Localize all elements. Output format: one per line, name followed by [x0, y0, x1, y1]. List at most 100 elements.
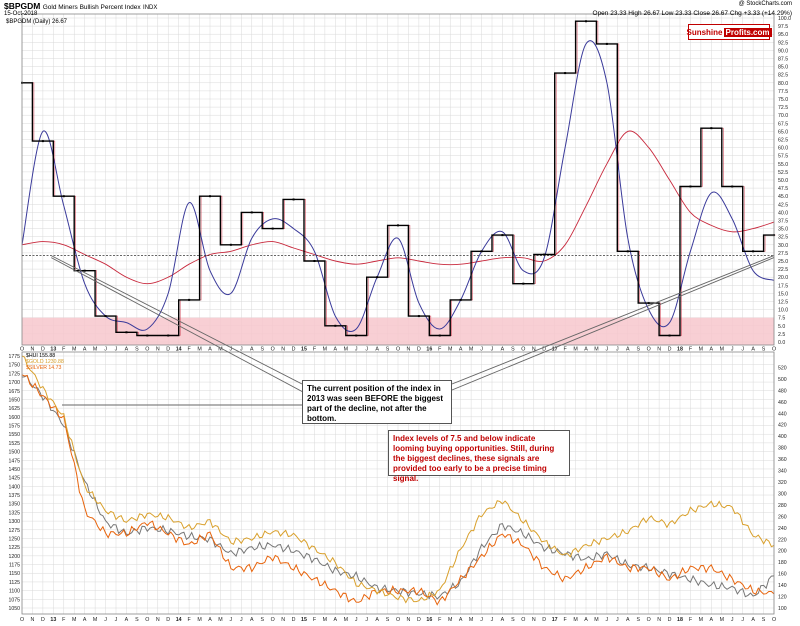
top-x-tick-label: 16	[426, 347, 432, 353]
top-x-tick-label: M	[448, 347, 452, 353]
arrow-current-line	[451, 257, 775, 391]
bullish-percent-point	[355, 334, 358, 337]
bullish-percent-point	[459, 298, 462, 301]
bottom-right-tick-label: 160	[778, 572, 787, 578]
top-y-tick-label: 35.0	[778, 227, 788, 233]
top-x-tick-label: A	[208, 347, 212, 353]
bottom-x-tick-label: D	[292, 617, 296, 623]
bullish-percent-point	[62, 195, 65, 198]
top-x-tick-label: O	[145, 347, 149, 353]
bottom-left-tick-label: 1575	[8, 424, 20, 430]
top-x-tick-label: D	[166, 347, 170, 353]
top-x-tick-label: A	[751, 347, 755, 353]
silver-line	[21, 374, 775, 606]
top-y-tick-label: 15.0	[778, 291, 788, 297]
bullish-percent-point	[188, 298, 191, 301]
top-x-tick-label: M	[699, 347, 703, 353]
bottom-right-tick-label: 240	[778, 526, 787, 532]
bullish-percent-point	[209, 195, 211, 198]
top-x-tick-label: F	[563, 347, 567, 353]
top-y-tick-label: 90.0	[778, 48, 788, 54]
top-y-tick-label: 27.5	[778, 251, 788, 257]
logo-part1: Sunshine	[686, 27, 723, 37]
bullish-percent-point	[250, 211, 253, 214]
bottom-left-tick-label: 1375	[8, 493, 20, 499]
top-x-tick-label: A	[459, 347, 463, 353]
arrow-2013-line	[51, 255, 303, 385]
bottom-left-tick-label: 1475	[8, 458, 20, 464]
top-x-tick-label: A	[710, 347, 714, 353]
bottom-right-tick-label: 420	[778, 423, 787, 429]
top-y-tick-label: 7.5	[778, 316, 785, 322]
bottom-right-tick-label: 400	[778, 434, 787, 440]
top-y-tick-label: 37.5	[778, 219, 788, 225]
top-y-tick-label: 42.5	[778, 202, 788, 208]
bottom-x-tick-label: D	[166, 617, 170, 623]
bottom-x-tick-label: A	[250, 617, 254, 623]
bottom-x-tick-label: O	[396, 617, 400, 623]
top-x-tick-label: M	[218, 347, 222, 353]
bottom-right-tick-label: 300	[778, 491, 787, 497]
top-x-tick-label: A	[250, 347, 254, 353]
top-y-tick-label: 85.0	[778, 65, 788, 71]
series-layer	[21, 20, 776, 606]
bottom-x-tick-label: J	[240, 617, 243, 623]
bottom-x-tick-label: F	[187, 617, 191, 623]
header-date: 15-Oct-2018	[4, 11, 38, 17]
bullish-percent-point	[668, 334, 671, 337]
bottom-right-tick-label: 220	[778, 537, 787, 543]
exchange-label: INDX	[143, 5, 158, 11]
bottom-left-tick-label: 1450	[8, 467, 20, 473]
bottom-x-tick-label: N	[407, 617, 411, 623]
bullish-percent-point	[626, 250, 629, 253]
bottom-x-tick-label: A	[501, 617, 505, 623]
top-y-tick-label: 55.0	[778, 162, 788, 168]
bottom-x-tick-label: J	[606, 617, 609, 623]
index-name: Gold Miners Bullish Percent Index	[42, 4, 141, 11]
bullish-percent-point	[543, 253, 546, 256]
bottom-x-tick-label: J	[355, 617, 358, 623]
top-y-tick-label: 20.0	[778, 275, 788, 281]
top-x-tick-label: A	[501, 347, 505, 353]
bottom-x-tick-label: N	[657, 617, 661, 623]
bottom-x-tick-label: J	[480, 617, 483, 623]
bottom-x-tick-label: S	[636, 617, 640, 623]
top-x-tick-label: S	[386, 347, 390, 353]
bottom-x-tick-label: N	[281, 617, 285, 623]
bullish-percent-point	[564, 72, 567, 75]
bullish-percent-point	[125, 331, 128, 334]
bottom-x-tick-label: A	[626, 617, 630, 623]
bottom-x-tick-label: M	[72, 617, 76, 623]
bullish-percent-point	[271, 227, 274, 230]
hui-line	[21, 374, 775, 600]
bullish-percent-point	[104, 315, 107, 318]
bottom-right-tick-label: 460	[778, 400, 787, 406]
bottom-left-tick-label: 1700	[8, 380, 20, 386]
bottom-x-tick-label: 18	[677, 617, 683, 623]
top-y-tick-label: 32.5	[778, 235, 788, 241]
bullish-percent-point	[417, 315, 420, 318]
bottom-x-tick-label: O	[145, 617, 149, 623]
bottom-panel-frame	[21, 351, 775, 615]
top-y-tick-label: 72.5	[778, 105, 788, 111]
bottom-x-tick-label: J	[115, 617, 118, 623]
bottom-left-tick-label: 1325	[8, 510, 20, 516]
top-x-tick-label: N	[532, 347, 536, 353]
bottom-right-tick-label: 200	[778, 549, 787, 555]
bottom-left-tick-label: 1650	[8, 397, 20, 403]
bottom-x-tick-label: A	[375, 617, 379, 623]
bottom-x-tick-label: O	[521, 617, 525, 623]
top-x-tick-label: J	[616, 347, 619, 353]
bottom-x-tick-label: J	[365, 617, 368, 623]
top-x-tick-label: 14	[176, 347, 182, 353]
bottom-left-tick-label: 1550	[8, 432, 20, 438]
bullish-percent-point	[167, 334, 170, 337]
top-x-tick-label: M	[573, 347, 577, 353]
top-y-tick-label: 60.0	[778, 146, 788, 152]
top-x-tick-label: J	[731, 347, 734, 353]
bottom-x-tick-label: F	[689, 617, 693, 623]
bottom-x-tick-label: M	[573, 617, 577, 623]
top-y-tick-label: 22.5	[778, 267, 788, 273]
top-x-tick-label: D	[292, 347, 296, 353]
